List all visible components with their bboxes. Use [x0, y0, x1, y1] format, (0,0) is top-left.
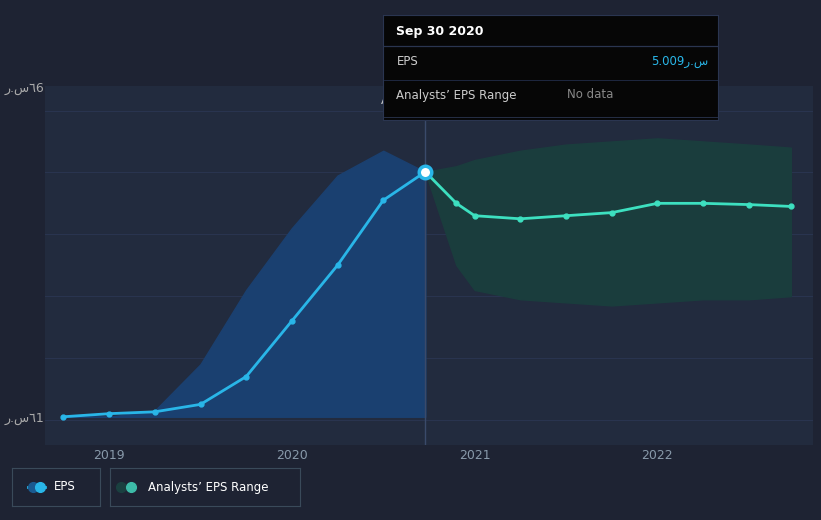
- Text: Sep 30 2020: Sep 30 2020: [397, 25, 484, 38]
- Text: Actual: Actual: [381, 95, 420, 108]
- Text: ر.س٦6: ر.س٦6: [4, 82, 44, 95]
- Text: No data: No data: [567, 88, 613, 101]
- Text: 5.009ر.س: 5.009ر.س: [651, 55, 708, 68]
- Text: Analysts’ EPS Range: Analysts’ EPS Range: [397, 88, 517, 101]
- Text: ر.س٦1: ر.س٦1: [4, 412, 44, 425]
- Text: Analysts Forecasts: Analysts Forecasts: [440, 95, 557, 108]
- Text: EPS: EPS: [54, 480, 76, 493]
- Text: Analysts’ EPS Range: Analysts’ EPS Range: [148, 480, 268, 493]
- Text: EPS: EPS: [397, 55, 418, 68]
